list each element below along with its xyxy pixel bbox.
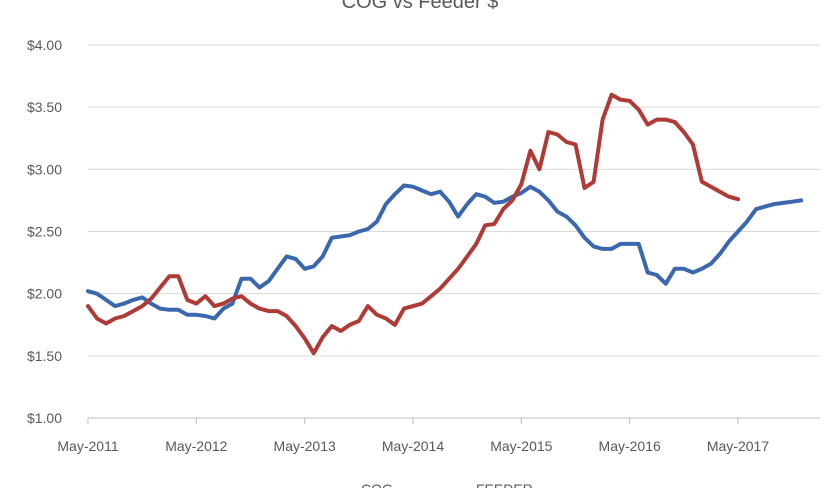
x-axis-tick-labels: May-2011 May-2012 May-2013 May-2014 May-2015… (57, 418, 769, 454)
y-tick-label: $3.00 (27, 161, 62, 177)
legend-label-feeder: FEEDER (476, 481, 533, 488)
legend: COG FEEDER (305, 481, 533, 493)
x-tick-label: May-2014 (382, 438, 444, 454)
y-axis-tick-labels: $1.00 $1.50 $2.00 $2.50 $3.00 $3.50 $4.00 (27, 37, 62, 426)
series-line-cog (86, 183, 804, 321)
y-tick-label: $2.00 (27, 286, 62, 302)
x-tick-label: May-2015 (490, 438, 552, 454)
chart-title: COG vs Feeder $ (342, 0, 499, 13)
series-line-feeder (86, 92, 740, 356)
y-tick-label: $1.50 (27, 348, 62, 364)
x-tick-label: May-2012 (165, 438, 227, 454)
y-tick-label: $4.00 (27, 37, 62, 53)
x-tick-label: May-2011 (57, 438, 118, 454)
y-tick-label: $1.00 (27, 410, 62, 426)
x-tick-label: May-2016 (599, 438, 661, 454)
gridlines (88, 44, 820, 419)
y-tick-label: $2.50 (27, 224, 62, 240)
x-tick-label: May-2017 (707, 438, 769, 454)
series-lines (86, 92, 804, 356)
x-tick-label: May-2013 (274, 438, 336, 454)
y-tick-label: $3.50 (27, 99, 62, 115)
legend-label-cog: COG (361, 481, 393, 488)
